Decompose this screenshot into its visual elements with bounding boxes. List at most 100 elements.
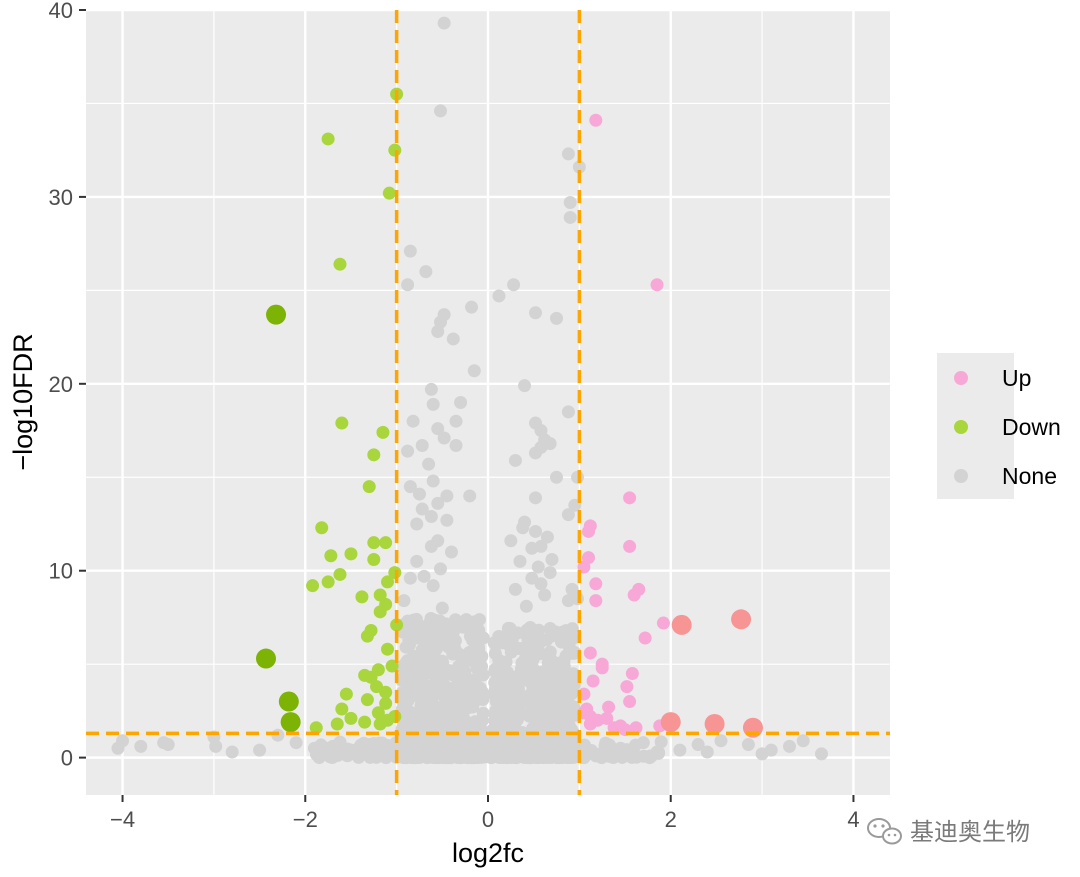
y-tick-label: 20 bbox=[49, 372, 73, 397]
point-none bbox=[625, 750, 639, 764]
point-none bbox=[401, 614, 415, 628]
point-none bbox=[545, 629, 559, 643]
point-none bbox=[504, 534, 518, 548]
highlight-point-up bbox=[704, 713, 725, 734]
point-down bbox=[373, 605, 387, 619]
point-none bbox=[412, 487, 426, 501]
point-none bbox=[489, 638, 503, 652]
point-up bbox=[589, 594, 603, 608]
point-none bbox=[513, 554, 527, 568]
point-none bbox=[636, 736, 650, 750]
point-none bbox=[503, 621, 517, 635]
point-up bbox=[623, 491, 637, 505]
point-none bbox=[415, 438, 429, 452]
series-none bbox=[111, 16, 828, 765]
point-none bbox=[395, 747, 409, 761]
point-down bbox=[367, 448, 381, 462]
point-none bbox=[448, 613, 462, 627]
y-tick-label: 10 bbox=[49, 559, 73, 584]
point-none bbox=[271, 728, 285, 742]
point-up bbox=[627, 588, 641, 602]
point-none bbox=[475, 685, 489, 699]
point-none bbox=[500, 750, 514, 764]
point-none bbox=[409, 749, 423, 763]
point-none bbox=[424, 510, 438, 524]
point-none bbox=[783, 739, 796, 753]
point-none bbox=[466, 621, 480, 635]
point-down bbox=[370, 680, 384, 694]
point-none bbox=[417, 569, 431, 583]
point-down bbox=[344, 711, 358, 725]
highlight-point-down bbox=[255, 648, 276, 669]
point-none bbox=[454, 396, 468, 409]
point-none bbox=[403, 244, 417, 258]
point-none bbox=[426, 397, 440, 411]
point-none bbox=[561, 667, 575, 681]
point-none bbox=[563, 210, 577, 224]
point-none bbox=[654, 735, 668, 749]
point-none bbox=[537, 737, 551, 751]
point-none bbox=[400, 706, 414, 720]
point-up bbox=[625, 667, 639, 681]
point-none bbox=[541, 750, 555, 764]
point-down bbox=[381, 642, 394, 656]
point-none bbox=[411, 658, 425, 672]
point-up bbox=[589, 113, 603, 127]
point-none bbox=[572, 160, 586, 174]
point-none bbox=[564, 677, 578, 691]
point-none bbox=[603, 738, 617, 752]
point-down bbox=[335, 702, 349, 716]
point-none bbox=[561, 405, 575, 419]
point-none bbox=[504, 645, 518, 659]
point-none bbox=[543, 686, 557, 700]
point-none bbox=[441, 685, 455, 699]
point-none bbox=[401, 278, 415, 292]
point-none bbox=[559, 624, 573, 638]
point-none bbox=[326, 739, 340, 753]
point-down bbox=[360, 693, 374, 707]
point-none bbox=[421, 618, 435, 632]
point-down bbox=[367, 553, 381, 566]
point-none bbox=[462, 686, 476, 700]
point-none bbox=[492, 289, 506, 303]
x-tick-label: 0 bbox=[482, 807, 494, 832]
legend-label: Up bbox=[1002, 365, 1031, 391]
point-down bbox=[390, 618, 404, 632]
point-none bbox=[529, 632, 543, 646]
point-none bbox=[435, 601, 449, 615]
data-points bbox=[111, 16, 828, 765]
point-none bbox=[437, 16, 451, 30]
point-down bbox=[321, 575, 335, 589]
point-up bbox=[583, 646, 597, 660]
point-down bbox=[306, 579, 320, 593]
point-none bbox=[556, 697, 570, 711]
point-none bbox=[519, 644, 533, 658]
point-none bbox=[397, 594, 411, 608]
point-down bbox=[355, 590, 369, 604]
series-down bbox=[255, 87, 404, 735]
point-none bbox=[543, 566, 557, 580]
point-none bbox=[550, 470, 564, 484]
legend-swatch bbox=[954, 469, 968, 483]
point-none bbox=[410, 631, 424, 645]
point-none bbox=[407, 685, 421, 699]
point-none bbox=[520, 623, 534, 637]
point-down bbox=[333, 257, 347, 271]
legend-label: Down bbox=[1002, 414, 1061, 440]
point-none bbox=[814, 747, 828, 761]
point-none bbox=[550, 311, 564, 325]
point-none bbox=[449, 438, 463, 452]
point-up bbox=[582, 524, 595, 538]
point-none bbox=[508, 453, 522, 467]
point-down bbox=[379, 696, 393, 710]
x-tick-label: 4 bbox=[847, 807, 859, 832]
point-none bbox=[509, 701, 523, 715]
point-none bbox=[567, 700, 581, 714]
point-up bbox=[650, 278, 664, 292]
point-none bbox=[449, 414, 463, 428]
point-up bbox=[620, 680, 634, 694]
point-none bbox=[563, 196, 577, 210]
highlight-point-up bbox=[660, 712, 681, 733]
point-none bbox=[516, 521, 530, 535]
